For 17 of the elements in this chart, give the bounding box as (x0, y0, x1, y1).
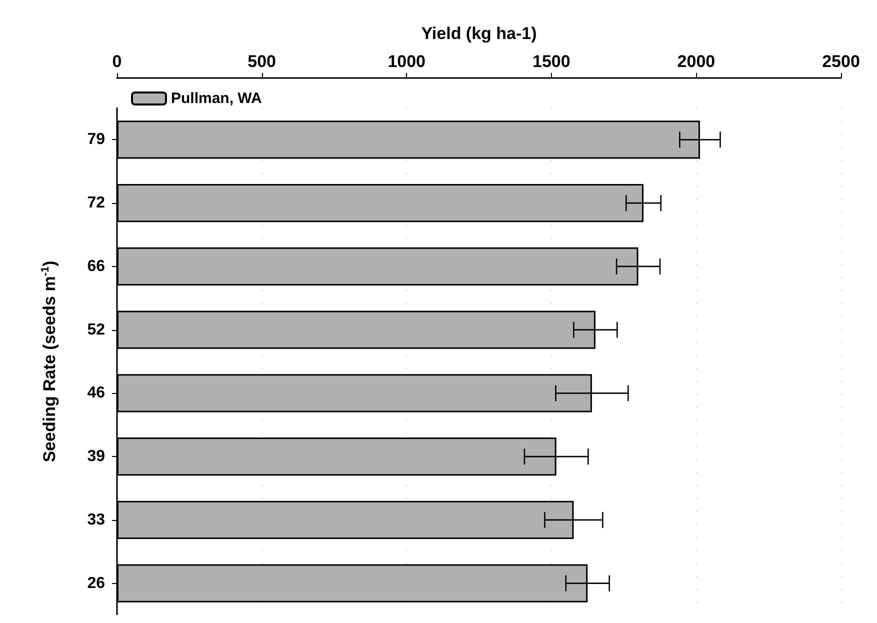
x-tick-label: 2000 (677, 52, 716, 71)
y-tick-label: 79 (87, 131, 106, 148)
x-axis-title: Yield (kg ha-1) (421, 24, 537, 43)
legend-label: Pullman, WA (171, 90, 262, 107)
x-tick-label: 2500 (822, 52, 860, 71)
y-tick-label: 72 (87, 194, 106, 212)
y-axis-title: Seeding Rate (seeds m-1) (40, 260, 59, 462)
x-tick-label: 500 (248, 52, 276, 71)
y-tick-label: 26 (87, 574, 106, 592)
x-tick-label: 0 (112, 52, 122, 71)
y-tick-label: 46 (87, 384, 106, 402)
x-tick-label: 1000 (388, 52, 426, 71)
y-tick-label: 33 (87, 511, 106, 528)
y-tick-label: 66 (87, 258, 106, 275)
y-tick-label: 39 (87, 448, 106, 466)
y-tick-label: 52 (87, 321, 106, 338)
x-tick-label: 1500 (532, 52, 570, 71)
